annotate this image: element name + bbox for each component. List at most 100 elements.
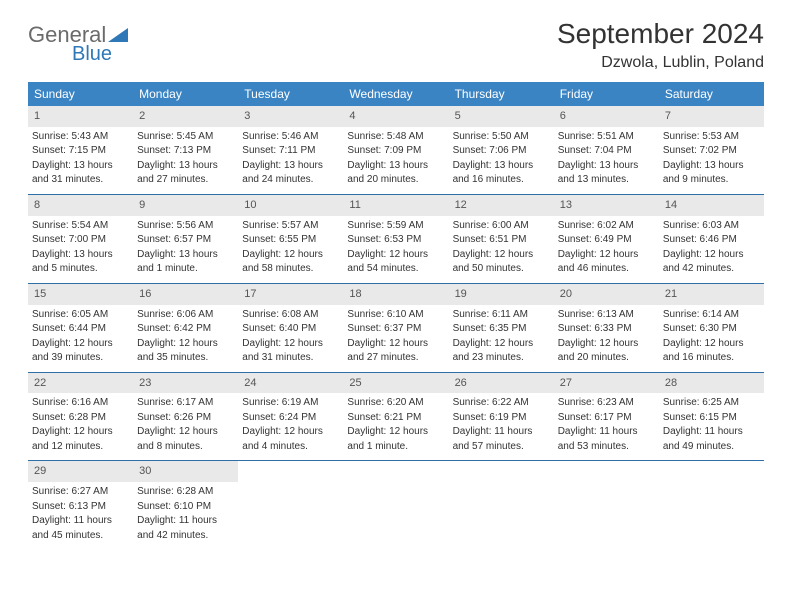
day-sunset: Sunset: 6:55 PM — [242, 233, 339, 247]
day-sunset: Sunset: 6:13 PM — [32, 500, 129, 514]
page-title: September 2024 — [557, 18, 764, 50]
day-cell: 15Sunrise: 6:05 AMSunset: 6:44 PMDayligh… — [28, 284, 133, 372]
day-cell: 26Sunrise: 6:22 AMSunset: 6:19 PMDayligh… — [449, 373, 554, 461]
day-day2: and 31 minutes. — [242, 351, 339, 365]
day-day2: and 4 minutes. — [242, 440, 339, 454]
day-day1: Daylight: 12 hours — [558, 337, 655, 351]
day-day2: and 46 minutes. — [558, 262, 655, 276]
day-sunrise: Sunrise: 6:27 AM — [32, 485, 129, 499]
day-number: 8 — [28, 195, 133, 216]
day-day2: and 42 minutes. — [137, 529, 234, 543]
day-day2: and 13 minutes. — [558, 173, 655, 187]
day-body: Sunrise: 5:48 AMSunset: 7:09 PMDaylight:… — [343, 130, 448, 187]
day-body: Sunrise: 5:46 AMSunset: 7:11 PMDaylight:… — [238, 130, 343, 187]
day-sunrise: Sunrise: 5:43 AM — [32, 130, 129, 144]
day-number: 21 — [659, 284, 764, 305]
day-number: 25 — [343, 373, 448, 394]
day-sunset: Sunset: 7:04 PM — [558, 144, 655, 158]
calendar: Sunday Monday Tuesday Wednesday Thursday… — [28, 82, 764, 549]
day-sunrise: Sunrise: 5:53 AM — [663, 130, 760, 144]
day-number: 23 — [133, 373, 238, 394]
day-cell: 2Sunrise: 5:45 AMSunset: 7:13 PMDaylight… — [133, 106, 238, 194]
day-day1: Daylight: 12 hours — [137, 337, 234, 351]
day-body: Sunrise: 6:14 AMSunset: 6:30 PMDaylight:… — [659, 308, 764, 365]
day-number: 6 — [554, 106, 659, 127]
day-body: Sunrise: 5:59 AMSunset: 6:53 PMDaylight:… — [343, 219, 448, 276]
day-cell: 19Sunrise: 6:11 AMSunset: 6:35 PMDayligh… — [449, 284, 554, 372]
day-day2: and 1 minute. — [137, 262, 234, 276]
day-cell: 11Sunrise: 5:59 AMSunset: 6:53 PMDayligh… — [343, 195, 448, 283]
day-sunset: Sunset: 6:24 PM — [242, 411, 339, 425]
day-number: 28 — [659, 373, 764, 394]
day-sunset: Sunset: 7:00 PM — [32, 233, 129, 247]
day-sunrise: Sunrise: 6:06 AM — [137, 308, 234, 322]
day-cell: 27Sunrise: 6:23 AMSunset: 6:17 PMDayligh… — [554, 373, 659, 461]
day-sunset: Sunset: 6:19 PM — [453, 411, 550, 425]
day-sunset: Sunset: 6:42 PM — [137, 322, 234, 336]
day-day1: Daylight: 12 hours — [453, 248, 550, 262]
day-body: Sunrise: 6:03 AMSunset: 6:46 PMDaylight:… — [659, 219, 764, 276]
day-cell — [238, 461, 343, 549]
day-sunset: Sunset: 7:09 PM — [347, 144, 444, 158]
day-number: 9 — [133, 195, 238, 216]
day-body: Sunrise: 6:27 AMSunset: 6:13 PMDaylight:… — [28, 485, 133, 542]
day-day1: Daylight: 13 hours — [453, 159, 550, 173]
day-number: 22 — [28, 373, 133, 394]
day-cell: 22Sunrise: 6:16 AMSunset: 6:28 PMDayligh… — [28, 373, 133, 461]
day-day2: and 58 minutes. — [242, 262, 339, 276]
day-day1: Daylight: 13 hours — [558, 159, 655, 173]
day-body: Sunrise: 6:05 AMSunset: 6:44 PMDaylight:… — [28, 308, 133, 365]
week-row: 1 Sunrise: 5:43 AMSunset: 7:15 PMDaylight… — [28, 106, 764, 195]
day-day1: Daylight: 12 hours — [347, 337, 444, 351]
day-sunset: Sunset: 7:13 PM — [137, 144, 234, 158]
day-body: Sunrise: 5:43 AMSunset: 7:15 PMDaylight:… — [28, 130, 133, 187]
day-day2: and 35 minutes. — [137, 351, 234, 365]
weekday-saturday: Saturday — [659, 82, 764, 106]
day-day1: Daylight: 12 hours — [663, 337, 760, 351]
day-number: 14 — [659, 195, 764, 216]
day-day1: Daylight: 11 hours — [137, 514, 234, 528]
day-cell — [449, 461, 554, 549]
day-body: Sunrise: 6:19 AMSunset: 6:24 PMDaylight:… — [238, 396, 343, 453]
day-day1: Daylight: 13 hours — [32, 248, 129, 262]
day-number: 12 — [449, 195, 554, 216]
weekday-monday: Monday — [133, 82, 238, 106]
day-cell: 17Sunrise: 6:08 AMSunset: 6:40 PMDayligh… — [238, 284, 343, 372]
day-body: Sunrise: 5:57 AMSunset: 6:55 PMDaylight:… — [238, 219, 343, 276]
day-day2: and 50 minutes. — [453, 262, 550, 276]
day-day1: Daylight: 12 hours — [453, 337, 550, 351]
day-number: 1 — [28, 106, 133, 127]
day-cell — [659, 461, 764, 549]
day-sunrise: Sunrise: 5:50 AM — [453, 130, 550, 144]
page: General Blue September 2024 Dzwola, Lubl… — [0, 0, 792, 567]
day-sunset: Sunset: 6:15 PM — [663, 411, 760, 425]
day-body: Sunrise: 6:11 AMSunset: 6:35 PMDaylight:… — [449, 308, 554, 365]
day-sunrise: Sunrise: 6:19 AM — [242, 396, 339, 410]
day-day2: and 24 minutes. — [242, 173, 339, 187]
day-cell: 25Sunrise: 6:20 AMSunset: 6:21 PMDayligh… — [343, 373, 448, 461]
day-number: 5 — [449, 106, 554, 127]
day-day2: and 1 minute. — [347, 440, 444, 454]
day-number: 7 — [659, 106, 764, 127]
day-day2: and 39 minutes. — [32, 351, 129, 365]
day-cell: 28Sunrise: 6:25 AMSunset: 6:15 PMDayligh… — [659, 373, 764, 461]
day-sunrise: Sunrise: 6:22 AM — [453, 396, 550, 410]
day-body: Sunrise: 6:16 AMSunset: 6:28 PMDaylight:… — [28, 396, 133, 453]
day-day2: and 53 minutes. — [558, 440, 655, 454]
day-cell: 6Sunrise: 5:51 AMSunset: 7:04 PMDaylight… — [554, 106, 659, 194]
day-body: Sunrise: 6:02 AMSunset: 6:49 PMDaylight:… — [554, 219, 659, 276]
day-day1: Daylight: 13 hours — [663, 159, 760, 173]
day-day1: Daylight: 12 hours — [558, 248, 655, 262]
day-cell: 14 Sunrise: 6:03 AMSunset: 6:46 PMDayligh… — [659, 195, 764, 283]
day-day1: Daylight: 12 hours — [137, 425, 234, 439]
weekday-sunday: Sunday — [28, 82, 133, 106]
day-sunrise: Sunrise: 5:46 AM — [242, 130, 339, 144]
day-sunrise: Sunrise: 5:57 AM — [242, 219, 339, 233]
day-day2: and 5 minutes. — [32, 262, 129, 276]
day-cell: 8Sunrise: 5:54 AMSunset: 7:00 PMDaylight… — [28, 195, 133, 283]
week-row: 22Sunrise: 6:16 AMSunset: 6:28 PMDayligh… — [28, 373, 764, 462]
day-cell: 12Sunrise: 6:00 AMSunset: 6:51 PMDayligh… — [449, 195, 554, 283]
day-number: 3 — [238, 106, 343, 127]
day-sunrise: Sunrise: 6:13 AM — [558, 308, 655, 322]
day-sunrise: Sunrise: 6:03 AM — [663, 219, 760, 233]
